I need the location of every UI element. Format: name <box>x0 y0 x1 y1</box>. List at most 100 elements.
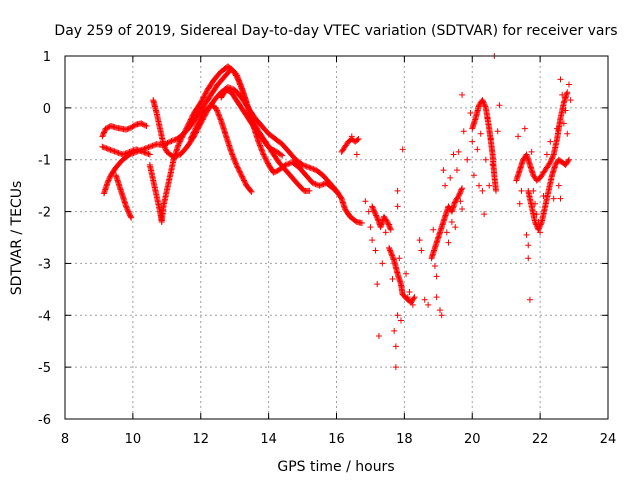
data-point <box>235 165 242 172</box>
data-point <box>384 220 391 227</box>
data-point <box>192 126 199 133</box>
data-point <box>99 143 106 150</box>
data-point <box>464 156 471 163</box>
data-point <box>532 200 539 207</box>
data-point <box>256 141 263 148</box>
data-point <box>474 146 481 153</box>
data-point <box>549 154 556 161</box>
data-point <box>316 182 323 189</box>
data-point <box>547 158 554 165</box>
data-point <box>180 130 187 137</box>
data-point <box>182 126 189 133</box>
data-point <box>394 203 401 210</box>
data-point <box>238 84 245 91</box>
data-point <box>409 301 416 308</box>
data-point <box>217 116 224 123</box>
data-point <box>567 97 574 104</box>
data-point <box>309 165 316 172</box>
data-point <box>141 149 148 156</box>
data-point <box>460 128 467 135</box>
data-point <box>467 110 474 117</box>
data-point <box>306 187 313 194</box>
data-point <box>116 150 123 157</box>
data-point <box>106 174 113 181</box>
data-point <box>537 229 544 236</box>
data-point <box>187 135 194 142</box>
data-point <box>239 174 246 181</box>
x-tick-label: 10 <box>125 432 142 447</box>
data-point <box>189 113 196 120</box>
data-point <box>453 167 460 174</box>
data-point <box>550 195 557 202</box>
data-point <box>459 91 466 98</box>
data-point <box>234 75 241 82</box>
data-point <box>518 187 525 194</box>
data-point <box>535 218 542 225</box>
data-point <box>115 149 122 156</box>
data-point <box>562 107 569 114</box>
data-point <box>229 152 236 159</box>
data-point <box>456 191 463 198</box>
data-point <box>175 141 182 148</box>
data-point <box>207 102 214 109</box>
data-point <box>124 126 131 133</box>
x-tick-label: 8 <box>61 432 69 447</box>
data-point <box>202 90 209 97</box>
x-tick-label: 22 <box>532 432 549 447</box>
y-tick-label: -4 <box>38 309 51 324</box>
data-point <box>123 149 130 156</box>
y-tick-labels: -6 -5 -4 -3 -2 -1 0 1 <box>38 50 51 428</box>
data-point <box>480 99 487 106</box>
data-point <box>433 273 440 280</box>
data-point <box>421 296 428 303</box>
data-point <box>282 161 289 168</box>
data-point <box>365 208 372 215</box>
data-point <box>565 156 572 163</box>
data-point <box>187 116 194 123</box>
data-point <box>373 213 380 220</box>
data-point <box>119 151 126 158</box>
data-point <box>223 86 230 93</box>
data-point <box>554 125 561 132</box>
data-point <box>386 221 393 228</box>
data-point <box>108 147 115 154</box>
data-point <box>106 176 113 183</box>
data-point <box>493 187 500 194</box>
data-point <box>547 159 554 166</box>
data-point <box>232 160 239 167</box>
data-point <box>307 165 314 172</box>
data-point <box>458 186 465 193</box>
data-point <box>236 80 243 87</box>
data-point <box>348 133 355 140</box>
data-point <box>430 226 437 233</box>
data-point <box>232 72 239 79</box>
data-point <box>105 177 112 184</box>
data-point <box>355 135 362 142</box>
data-point <box>188 133 195 140</box>
data-point <box>106 146 113 153</box>
data-point <box>389 275 396 282</box>
data-point <box>285 160 292 167</box>
data-point <box>369 204 376 211</box>
data-point <box>560 120 567 127</box>
data-point <box>138 148 145 155</box>
data-point <box>319 181 326 188</box>
data-point <box>236 78 243 85</box>
data-point <box>160 141 167 148</box>
data-point <box>239 86 246 93</box>
data-point <box>215 110 222 117</box>
data-point <box>111 148 118 155</box>
data-point <box>225 88 232 95</box>
data-point <box>406 288 413 295</box>
data-point <box>255 138 262 145</box>
data-point <box>333 188 340 195</box>
data-point <box>123 204 130 211</box>
data-point <box>185 120 192 127</box>
data-point <box>145 151 152 158</box>
data-point <box>171 137 178 144</box>
data-point <box>234 163 241 170</box>
data-point <box>168 138 175 145</box>
data-point <box>443 229 450 236</box>
data-point <box>302 162 309 169</box>
data-point <box>123 126 130 133</box>
